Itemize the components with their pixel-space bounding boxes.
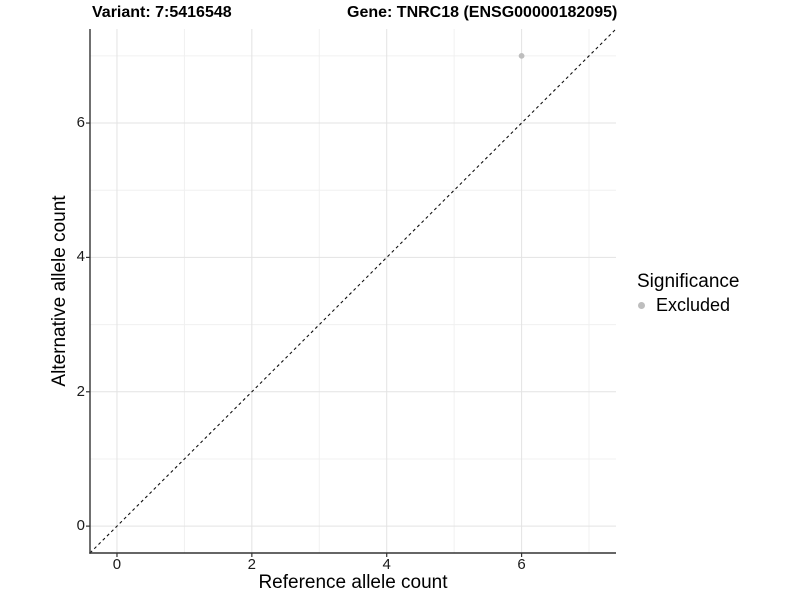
legend-entry-excluded: Excluded	[637, 294, 739, 316]
y-tick-label-2: 2	[76, 382, 85, 400]
y-tick-label-0: 0	[76, 517, 85, 535]
y-axis-title: Alternative allele count	[49, 195, 70, 387]
x-tick-label-6: 6	[517, 556, 526, 573]
plot-title-gene: Gene: TNRC18 (ENSG00000182095)	[347, 4, 618, 21]
y-tick-label-4: 4	[76, 248, 85, 266]
identity-line	[89, 28, 617, 554]
legend-entry-label: Excluded	[656, 295, 731, 315]
x-axis-title: Reference allele count	[258, 572, 448, 593]
legend: Significance Excluded	[637, 271, 739, 316]
x-tick-label-0: 0	[112, 556, 122, 573]
plot-title-variant: Variant: 7:5416548	[92, 4, 232, 21]
x-tick-label-4: 4	[382, 556, 391, 573]
x-tick-label-2: 2	[247, 556, 257, 573]
legend-title: Significance	[637, 271, 740, 292]
legend-point-icon	[638, 302, 645, 309]
data-point	[518, 52, 525, 59]
y-tick-label-6: 6	[76, 114, 85, 132]
